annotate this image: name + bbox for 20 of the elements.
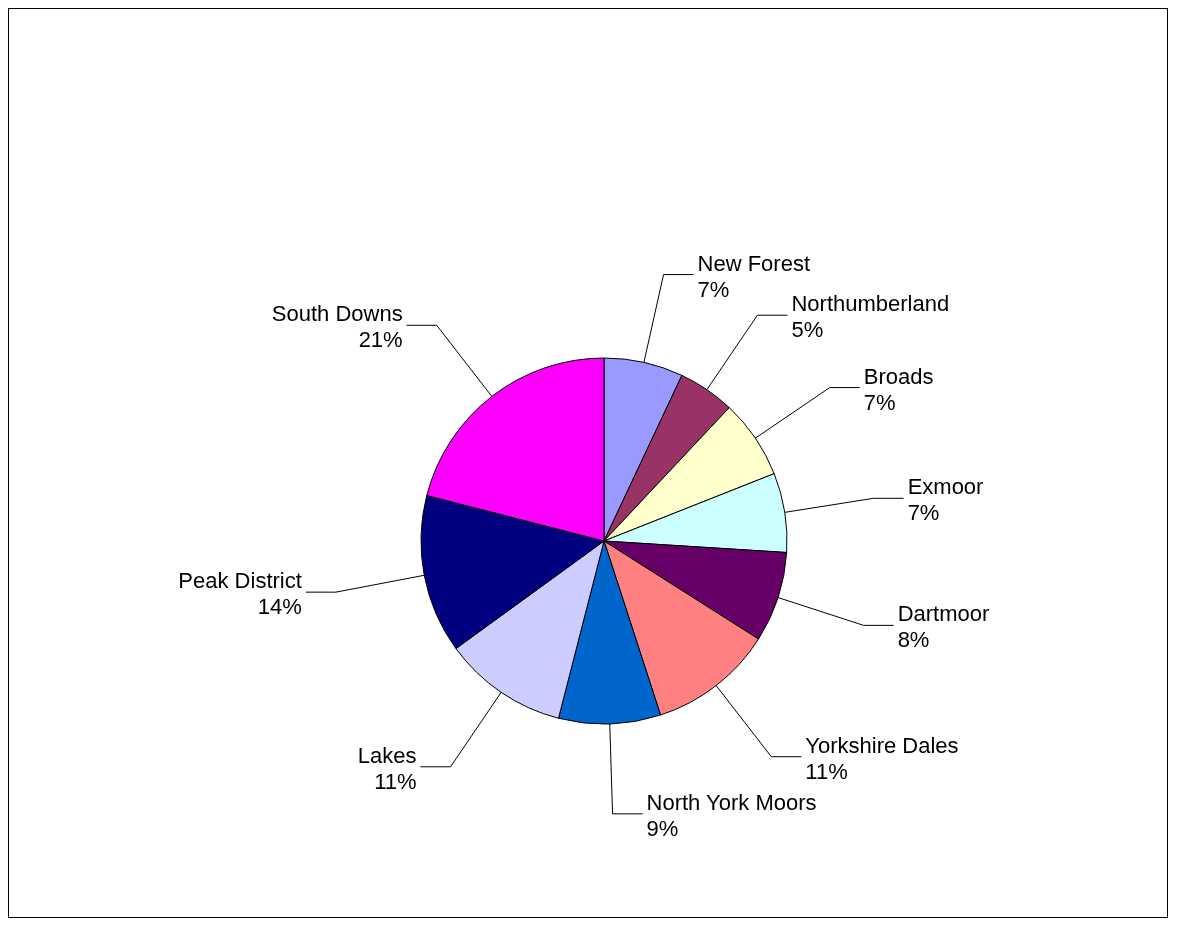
data-label: 14% — [257, 594, 302, 620]
data-label: 5% — [791, 317, 824, 343]
slice-label: Dartmoor — [897, 601, 990, 627]
data-label: 21% — [358, 327, 403, 353]
data-label: 7% — [697, 276, 730, 302]
data-label: 9% — [646, 815, 679, 841]
slice-label: New Forest — [697, 250, 811, 276]
data-label: 11% — [805, 758, 848, 784]
data-label: 8% — [897, 627, 930, 653]
slice-label: Northumberland — [791, 291, 950, 317]
data-label: 7% — [907, 500, 940, 526]
slice-label: Lakes — [357, 742, 417, 768]
data-label: 11% — [374, 768, 417, 794]
slice-label: North York Moors — [646, 789, 817, 815]
data-label: 7% — [863, 389, 896, 415]
slice-label: Yorkshire Dales — [805, 732, 959, 758]
slice-label: Exmoor — [907, 474, 984, 500]
slice-label: Broads — [863, 363, 934, 389]
slice-label: South Downs — [271, 301, 403, 327]
slice-label: Peak District — [178, 568, 302, 594]
